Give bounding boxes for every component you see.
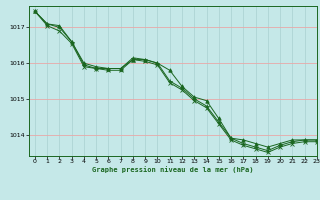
X-axis label: Graphe pression niveau de la mer (hPa): Graphe pression niveau de la mer (hPa)	[92, 166, 253, 173]
